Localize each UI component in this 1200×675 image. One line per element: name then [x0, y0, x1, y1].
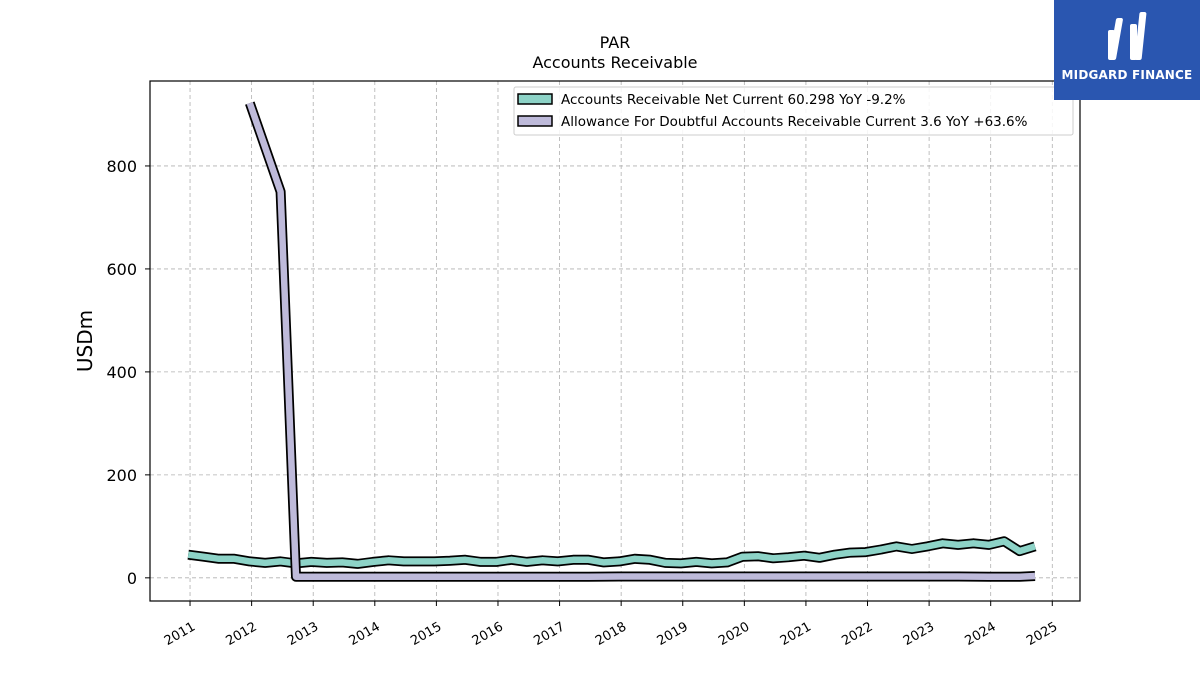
x-tick-label: 2014	[347, 619, 383, 649]
series-outline	[245, 101, 1036, 582]
x-tick-label: 2025	[1024, 619, 1060, 649]
x-tick-label: 2017	[531, 619, 567, 649]
legend: Accounts Receivable Net Current 60.298 Y…	[513, 86, 1074, 136]
x-tick-label: 2016	[470, 619, 506, 649]
y-tick-label: 600	[106, 260, 137, 279]
y-tick-label: 200	[106, 466, 137, 485]
x-tick-label: 2012	[223, 619, 259, 649]
x-tick-label: 2020	[716, 619, 752, 649]
x-tick-label: 2021	[778, 619, 814, 649]
x-tick-label: 2015	[408, 619, 444, 649]
legend-box	[513, 86, 1074, 136]
x-tick-label: 2013	[285, 619, 321, 649]
plot-frame	[149, 80, 1081, 602]
brand-logo: MIDGARD FINANCE	[1054, 0, 1200, 100]
y-tick-label: 800	[106, 157, 137, 176]
x-tick-label: 2011	[162, 619, 198, 649]
brand-name: MIDGARD FINANCE	[1061, 68, 1193, 82]
series-fill	[246, 102, 1036, 581]
legend-swatch-ar-net	[517, 93, 553, 105]
y-axis: 0 200 400 600 800	[106, 157, 150, 588]
x-tick-label: 2023	[901, 619, 937, 649]
series-layer	[187, 101, 1037, 582]
x-axis: 2011 2012 2013 2014 2015 2016 2017 2018 2019 2020…	[162, 601, 1060, 649]
legend-label-ar-net: Accounts Receivable Net Current 60.298 Y…	[561, 92, 906, 108]
grid	[150, 81, 1080, 601]
legend-swatch-allowance	[517, 115, 553, 127]
x-tick-label: 2022	[839, 619, 875, 649]
y-tick-label: 400	[106, 363, 137, 382]
x-tick-label: 2019	[655, 619, 691, 649]
y-tick-label: 0	[127, 569, 137, 588]
x-tick-label: 2018	[593, 619, 629, 649]
x-tick-label: 2024	[963, 619, 999, 649]
series-fill	[187, 538, 1036, 568]
midgard-logo-icon	[1108, 12, 1147, 60]
series-line-1	[245, 101, 1036, 582]
chart-title: PAR	[600, 33, 631, 52]
series-line-0	[187, 536, 1037, 569]
y-axis-label: USDm	[73, 310, 97, 372]
chart-subtitle: Accounts Receivable	[532, 53, 697, 72]
legend-label-allowance: Allowance For Doubtful Accounts Receivab…	[561, 114, 1028, 130]
